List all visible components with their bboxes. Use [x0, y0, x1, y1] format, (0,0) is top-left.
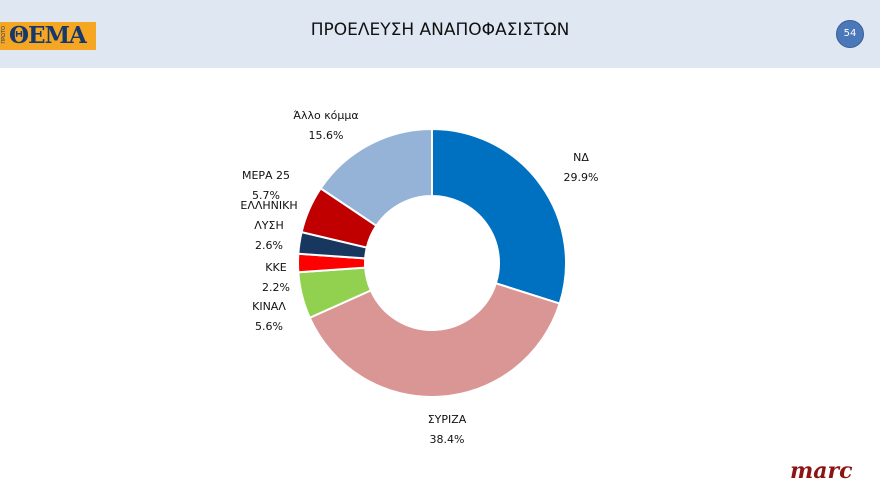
slice-label: ΝΔ 29.9% [564, 148, 599, 188]
slice-name: ΜΕΡΑ 25 [241, 169, 291, 182]
slice-value: 5.6% [255, 320, 283, 333]
slice-label: ΚΚΕ 2.2% [262, 258, 290, 298]
slice-name: Άλλο κόμμα [293, 109, 359, 122]
slice-value: 2.2% [262, 281, 290, 294]
slice-value: 2.6% [255, 239, 283, 252]
slice-name: ΣΥΡΙΖΑ [427, 413, 467, 426]
slice-label: ΜΕΡΑ 25 5.7% [242, 166, 290, 206]
slice-name: ΚΚΕ [265, 261, 287, 274]
marc-logo: marc [790, 458, 853, 484]
page-number-badge: 54 [836, 20, 864, 48]
slice-6 [319, 127, 433, 228]
slice-value: 15.6% [308, 129, 344, 142]
logo-text: ΘΕΜΑ [9, 22, 87, 49]
slice-label: ΕΛΛΗΝΙΚΗ ΛΥΣΗ 2.6% [240, 196, 297, 256]
header-bar: ΠΡΩΤΟ ΘΕΜΑ ΠΡΟΕΛΕΥΣΗ ΑΝΑΠΟΦΑΣΙΣΤΩΝ 54 [0, 0, 880, 68]
slice-label: Άλλο κόμμα 15.6% [293, 106, 358, 146]
slice-value: 38.4% [429, 433, 465, 446]
slice-name: ΚΙΝΑΛ [252, 300, 286, 313]
slice-value: 5.7% [252, 189, 280, 202]
slice-1 [308, 282, 561, 398]
slice-name: ΝΔ [573, 151, 589, 164]
page-title: ΠΡΟΕΛΕΥΣΗ ΑΝΑΠΟΦΑΣΙΣΤΩΝ [310, 20, 570, 40]
publication-logo: ΠΡΩΤΟ ΘΕΜΑ [0, 22, 96, 50]
slice-name: ΕΛΛΗΝΙΚΗ ΛΥΣΗ [240, 199, 298, 232]
slice-value: 29.9% [563, 171, 599, 184]
slice-label: ΚΙΝΑΛ 5.6% [252, 297, 286, 337]
slice-0 [431, 127, 567, 305]
slice-label: ΣΥΡΙΖΑ 38.4% [428, 410, 467, 450]
